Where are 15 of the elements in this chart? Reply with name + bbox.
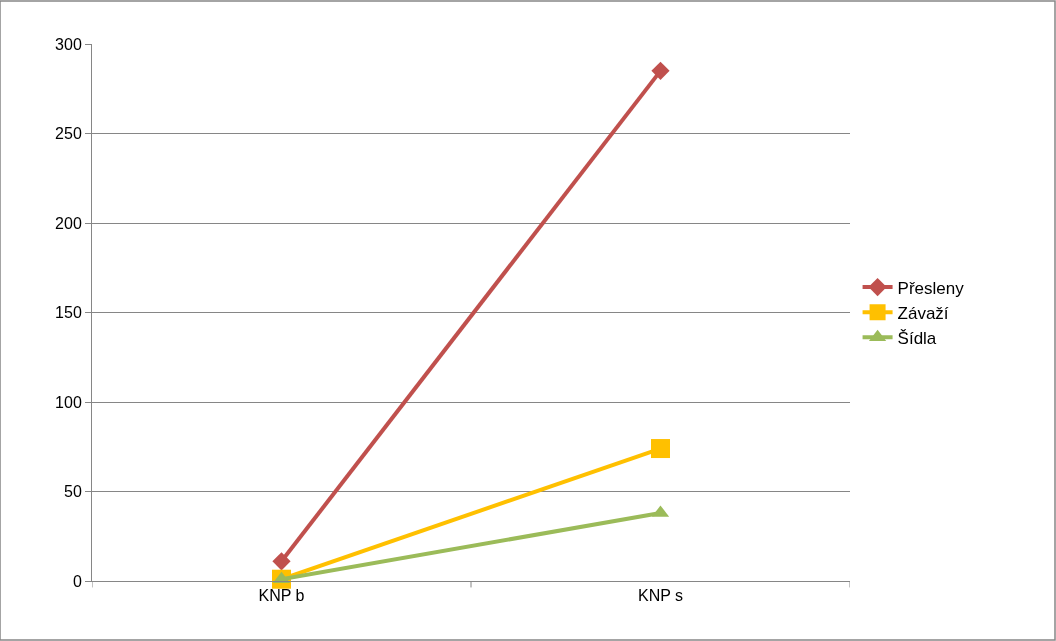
legend-label: Závaží — [897, 303, 949, 323]
legend-label: Přesleny — [897, 278, 965, 298]
point — [651, 439, 670, 459]
y-tick-label: 0 — [72, 572, 82, 590]
y-tick-label: 100 — [55, 393, 82, 411]
y-tick-label: 50 — [64, 483, 82, 501]
y-tick-label: 250 — [55, 125, 82, 143]
x-tick-label: KNP b — [258, 587, 305, 605]
y-tick-label: 300 — [55, 35, 82, 53]
x-tick-label: KNP s — [637, 587, 684, 605]
legend-label: Šídla — [897, 328, 937, 348]
point — [651, 61, 670, 80]
point — [272, 552, 291, 571]
y-tick-label: 200 — [55, 214, 82, 232]
y-tick-label: 150 — [55, 304, 82, 322]
